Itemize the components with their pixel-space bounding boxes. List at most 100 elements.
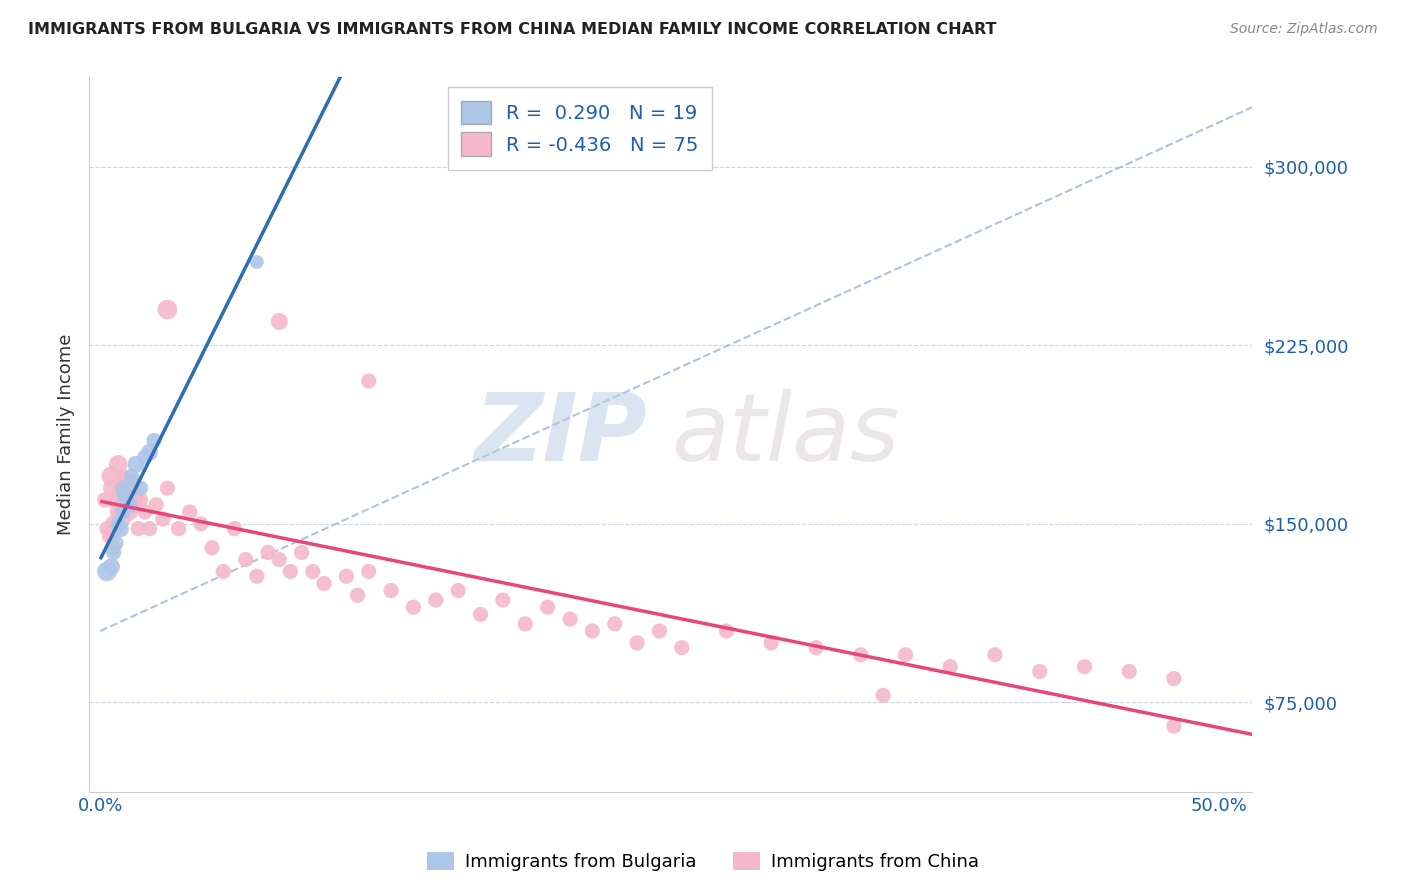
Point bbox=[1118, 665, 1140, 679]
Point bbox=[114, 474, 136, 488]
Point bbox=[235, 552, 257, 566]
Point bbox=[212, 565, 235, 579]
Y-axis label: Median Family Income: Median Family Income bbox=[58, 334, 75, 535]
Point bbox=[125, 488, 148, 502]
Point bbox=[1163, 719, 1185, 733]
Point bbox=[122, 474, 145, 488]
Point bbox=[104, 493, 127, 508]
Point bbox=[103, 545, 125, 559]
Point bbox=[558, 612, 581, 626]
Point bbox=[470, 607, 492, 622]
Point bbox=[201, 541, 224, 555]
Point bbox=[98, 529, 121, 543]
Text: IMMIGRANTS FROM BULGARIA VS IMMIGRANTS FROM CHINA MEDIAN FAMILY INCOME CORRELATI: IMMIGRANTS FROM BULGARIA VS IMMIGRANTS F… bbox=[28, 22, 997, 37]
Point bbox=[335, 569, 357, 583]
Point bbox=[121, 469, 143, 483]
Point bbox=[1028, 665, 1050, 679]
Point bbox=[380, 583, 402, 598]
Text: Source: ZipAtlas.com: Source: ZipAtlas.com bbox=[1230, 22, 1378, 37]
Point bbox=[100, 559, 122, 574]
Point bbox=[110, 522, 132, 536]
Point bbox=[115, 493, 138, 508]
Point bbox=[156, 481, 179, 495]
Point bbox=[346, 588, 368, 602]
Point bbox=[122, 498, 145, 512]
Point bbox=[269, 552, 291, 566]
Point bbox=[107, 516, 129, 531]
Point bbox=[103, 516, 125, 531]
Point bbox=[939, 659, 962, 673]
Point bbox=[103, 541, 125, 555]
Point bbox=[114, 488, 136, 502]
Point bbox=[515, 616, 537, 631]
Point bbox=[138, 522, 160, 536]
Point bbox=[115, 488, 138, 502]
Point bbox=[290, 545, 312, 559]
Legend: R =  0.290   N = 19, R = -0.436   N = 75: R = 0.290 N = 19, R = -0.436 N = 75 bbox=[447, 87, 711, 169]
Point bbox=[145, 498, 167, 512]
Point bbox=[142, 434, 165, 448]
Legend: Immigrants from Bulgaria, Immigrants from China: Immigrants from Bulgaria, Immigrants fro… bbox=[420, 845, 986, 879]
Point bbox=[152, 512, 174, 526]
Point bbox=[357, 565, 380, 579]
Point bbox=[110, 481, 132, 495]
Point bbox=[134, 505, 156, 519]
Point bbox=[111, 512, 134, 526]
Point bbox=[425, 593, 447, 607]
Point bbox=[648, 624, 671, 638]
Point bbox=[224, 522, 246, 536]
Point bbox=[804, 640, 827, 655]
Text: atlas: atlas bbox=[671, 389, 898, 480]
Point bbox=[246, 569, 269, 583]
Point bbox=[447, 583, 470, 598]
Point bbox=[125, 458, 148, 472]
Point bbox=[129, 481, 152, 495]
Point bbox=[190, 516, 212, 531]
Point bbox=[96, 522, 118, 536]
Point bbox=[312, 576, 335, 591]
Point bbox=[536, 600, 558, 615]
Point bbox=[280, 565, 302, 579]
Point bbox=[107, 505, 129, 519]
Point bbox=[110, 498, 132, 512]
Point bbox=[129, 493, 152, 508]
Point bbox=[357, 374, 380, 388]
Point bbox=[581, 624, 603, 638]
Point bbox=[96, 565, 118, 579]
Point bbox=[179, 505, 201, 519]
Point bbox=[167, 522, 190, 536]
Point bbox=[1073, 659, 1095, 673]
Point bbox=[894, 648, 917, 662]
Point bbox=[269, 314, 291, 328]
Point bbox=[138, 445, 160, 459]
Point bbox=[716, 624, 738, 638]
Point bbox=[107, 458, 129, 472]
Point bbox=[118, 498, 141, 512]
Point bbox=[1163, 672, 1185, 686]
Text: ZIP: ZIP bbox=[474, 389, 647, 481]
Point bbox=[111, 505, 134, 519]
Point bbox=[603, 616, 626, 631]
Point bbox=[156, 302, 179, 317]
Point bbox=[402, 600, 425, 615]
Point bbox=[111, 469, 134, 483]
Point bbox=[626, 636, 648, 650]
Point bbox=[301, 565, 323, 579]
Point bbox=[246, 255, 269, 269]
Point bbox=[121, 481, 143, 495]
Point bbox=[492, 593, 515, 607]
Point bbox=[118, 505, 141, 519]
Point bbox=[134, 450, 156, 465]
Point bbox=[93, 493, 115, 508]
Point bbox=[111, 481, 134, 495]
Point bbox=[104, 536, 127, 550]
Point bbox=[761, 636, 783, 650]
Point bbox=[100, 481, 122, 495]
Point bbox=[100, 469, 122, 483]
Point bbox=[984, 648, 1007, 662]
Point bbox=[872, 688, 894, 702]
Point bbox=[849, 648, 872, 662]
Point bbox=[671, 640, 693, 655]
Point bbox=[104, 522, 127, 536]
Point bbox=[257, 545, 280, 559]
